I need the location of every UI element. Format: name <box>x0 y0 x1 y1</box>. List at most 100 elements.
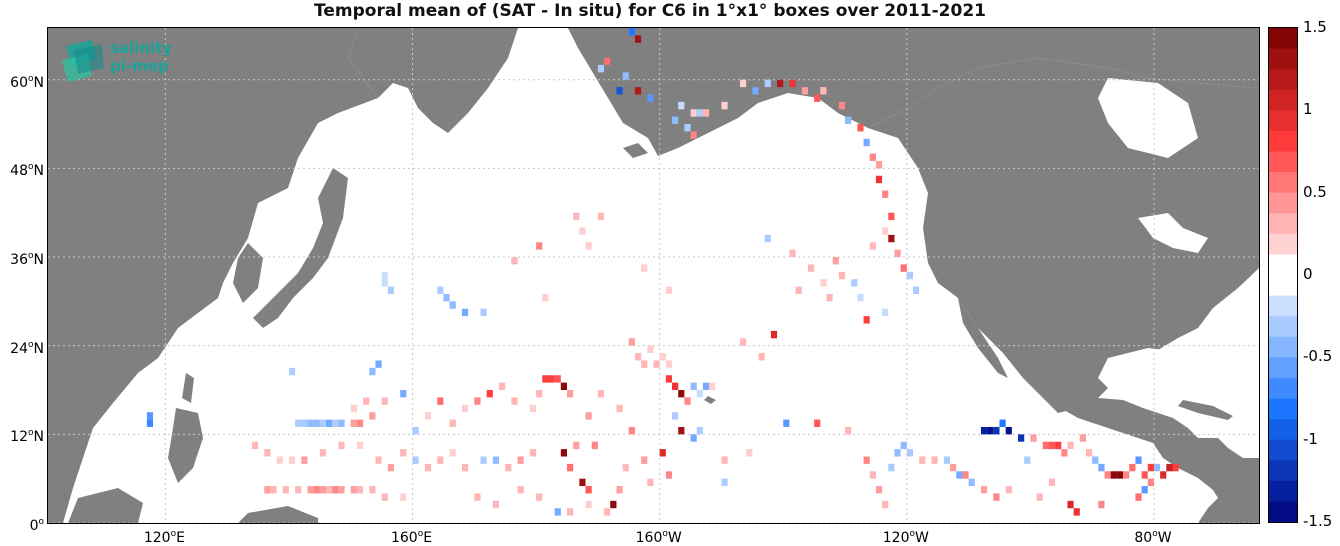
colorbar-step <box>1269 295 1297 317</box>
heatmap-cell <box>665 375 673 383</box>
heatmap-cell <box>943 456 951 464</box>
colorbar-tick-label: 1 <box>1303 100 1313 119</box>
heatmap-cell <box>474 397 481 405</box>
heatmap-cell <box>517 486 524 494</box>
heatmap-cell <box>1110 471 1117 479</box>
heatmap-cell <box>610 500 617 509</box>
heatmap-cell <box>999 419 1006 427</box>
heatmap-cell <box>270 486 277 494</box>
landmass-central-america <box>1043 398 1259 523</box>
heatmap-cell <box>560 382 567 391</box>
heatmap-cell <box>449 301 456 309</box>
heatmap-cell <box>894 249 901 258</box>
heatmap-cell <box>665 286 673 294</box>
heatmap-cell <box>573 441 580 450</box>
map-canvas[interactable] <box>48 28 1259 523</box>
heatmap-cell <box>616 486 623 494</box>
heatmap-cell <box>863 456 870 464</box>
heatmap-cell <box>375 456 382 464</box>
landmass-newguinea <box>238 506 318 523</box>
heatmap-cell <box>869 153 876 161</box>
map-panel[interactable] <box>47 27 1260 524</box>
heatmap-cell <box>1104 471 1111 479</box>
colorbar-step <box>1269 89 1297 111</box>
heatmap-cell <box>616 404 623 413</box>
heatmap-cell <box>424 412 432 420</box>
heatmap-cell <box>894 449 901 457</box>
heatmap-cell <box>1135 493 1142 501</box>
heatmap-cell <box>282 486 289 494</box>
gulf-of-mexico <box>1098 348 1208 406</box>
heatmap-cell <box>672 116 679 125</box>
heatmap-cell <box>597 64 605 73</box>
colorbar-step <box>1269 336 1297 358</box>
heatmap-cell <box>499 382 506 391</box>
heatmap-cell <box>437 397 444 405</box>
lon-tick-label: 160oE <box>390 529 433 546</box>
heatmap-cell <box>400 449 407 457</box>
lon-tick-label: 120oE <box>143 529 185 546</box>
heatmap-cell <box>492 500 500 509</box>
heatmap-cell <box>665 471 673 479</box>
heatmap-cell <box>567 390 574 398</box>
heatmap-cell <box>690 131 697 139</box>
heatmap-cell <box>622 463 629 472</box>
heatmap-cell <box>1005 486 1012 494</box>
heatmap-cell <box>814 419 821 427</box>
heatmap-cell <box>369 412 376 420</box>
heatmap-cell <box>536 242 543 250</box>
heatmap-cell <box>634 35 642 43</box>
heatmap-cell <box>288 367 296 376</box>
heatmap-cell <box>622 72 629 80</box>
heatmap-cell <box>672 382 679 391</box>
heatmap-cell <box>758 353 765 361</box>
heatmap-cell <box>480 456 487 464</box>
heatmap-cell <box>641 456 648 464</box>
heatmap-cell <box>301 456 308 464</box>
heatmap-cell <box>634 353 642 361</box>
heatmap-cell <box>634 87 642 95</box>
heatmap-cell <box>585 242 592 250</box>
colorbar-step <box>1269 460 1297 482</box>
heatmap-cell <box>684 124 691 132</box>
heatmap-cell <box>628 28 635 36</box>
colorbar-step <box>1269 151 1297 173</box>
heatmap-cell <box>721 478 728 487</box>
heatmap-cell <box>820 279 827 287</box>
heatmap-cell <box>665 360 673 368</box>
heatmap-cell <box>511 257 518 265</box>
heatmap-cell <box>567 508 574 516</box>
heatmap-cell <box>931 456 938 464</box>
colorbar-step <box>1269 48 1297 70</box>
heatmap-cell <box>1141 471 1148 479</box>
great-lakes <box>1138 213 1208 253</box>
heatmap-cell <box>641 264 648 272</box>
heatmap-cell <box>597 390 605 398</box>
heatmap-cell <box>356 486 364 494</box>
colorbar-step <box>1269 254 1297 276</box>
heatmap-cell <box>356 419 364 427</box>
heatmap-cell <box>647 478 654 487</box>
heatmap-cell <box>857 124 864 132</box>
heatmap-cell <box>332 419 339 427</box>
colorbar-step <box>1269 357 1297 379</box>
heatmap-cell <box>338 419 345 427</box>
heatmap-cell <box>882 190 889 198</box>
heatmap-cell <box>560 449 567 457</box>
heatmap-cell <box>307 486 314 494</box>
heatmap-cell <box>1042 441 1049 450</box>
heatmap-cell <box>264 486 271 494</box>
colorbar-step <box>1269 480 1297 502</box>
heatmap-cell <box>1135 456 1142 464</box>
heatmap-cell <box>888 212 895 221</box>
lon-tick-label: 160oW <box>635 529 682 546</box>
heatmap-cell <box>678 426 685 435</box>
heatmap-cell <box>869 471 876 479</box>
colorbar-step <box>1269 192 1297 214</box>
lat-tick-label: 0o <box>29 517 44 534</box>
heatmap-cell <box>536 390 543 398</box>
heatmap-cell <box>783 419 790 427</box>
heatmap-cell <box>888 463 895 472</box>
heatmap-cell <box>764 234 771 243</box>
heatmap-cell <box>356 441 364 450</box>
